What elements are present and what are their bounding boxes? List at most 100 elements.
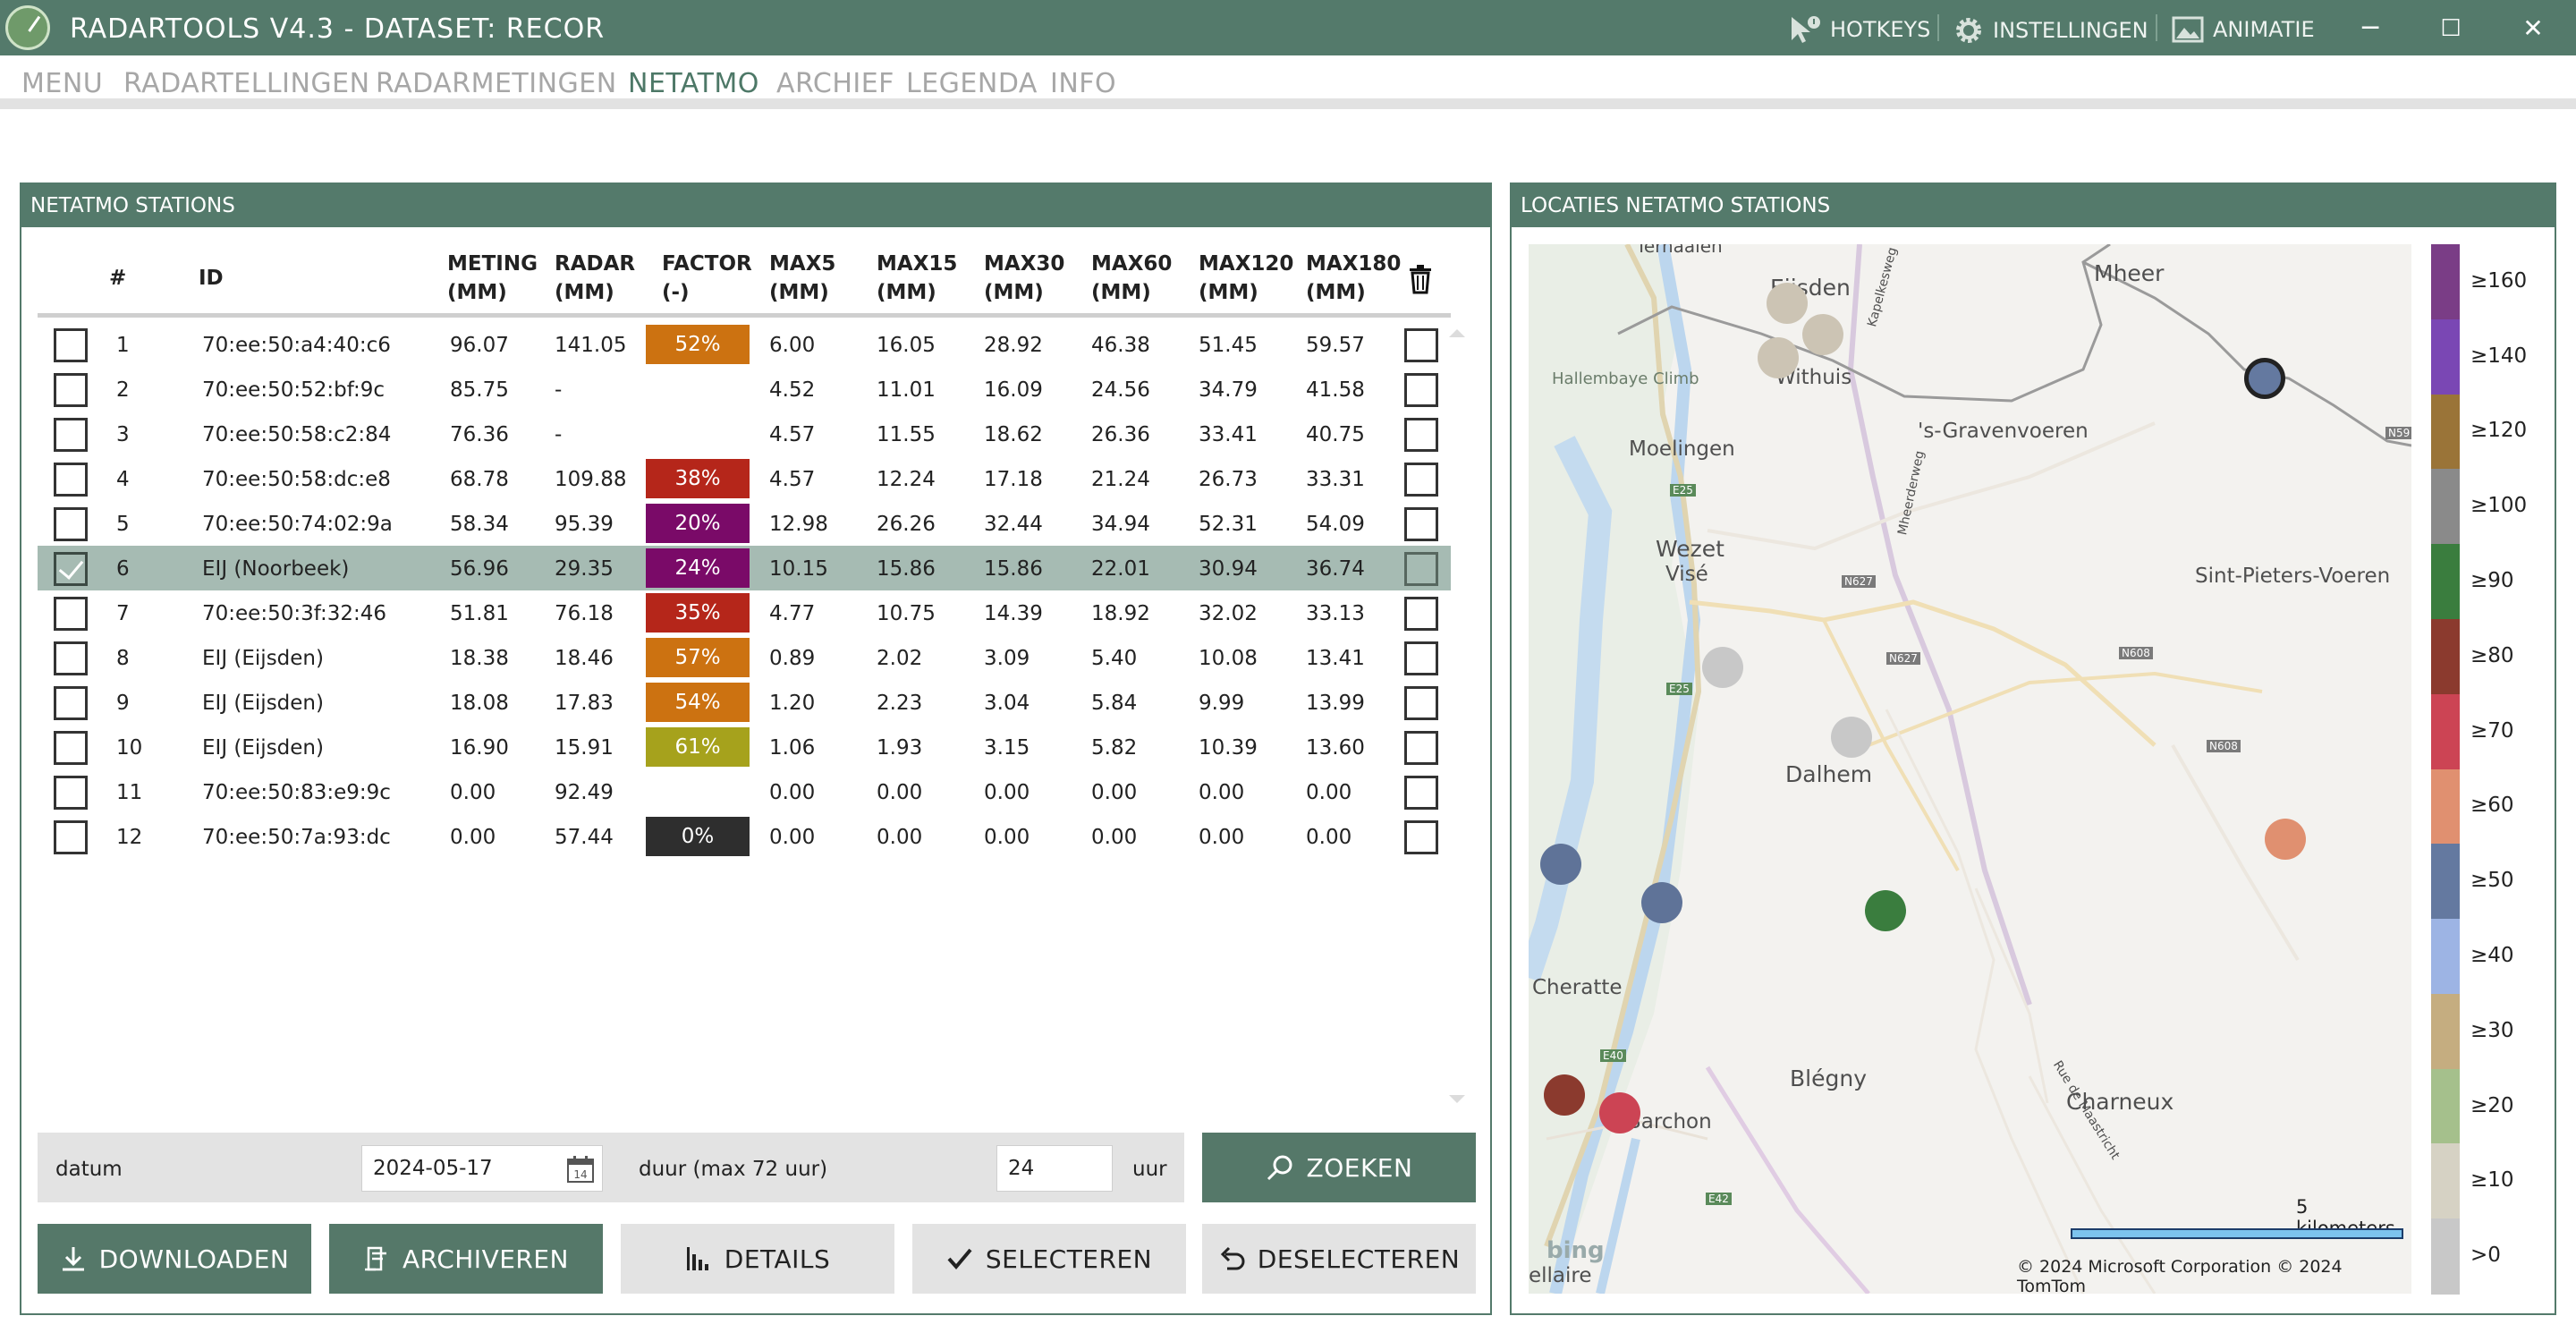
row-select-checkbox[interactable] bbox=[54, 597, 88, 631]
row-select-checkbox[interactable] bbox=[54, 731, 88, 765]
animation-button[interactable]: ANIMATIE bbox=[2172, 15, 2315, 44]
cell-id: 70:ee:50:58:dc:e8 bbox=[202, 468, 391, 491]
cell-id: EIJ (Eijsden) bbox=[202, 647, 324, 670]
row-delete-checkbox[interactable] bbox=[1404, 463, 1438, 497]
menu-item-netatmo[interactable]: NETATMO bbox=[628, 68, 759, 99]
cell-id: 70:ee:50:3f:32:46 bbox=[202, 602, 387, 625]
menu-item-info[interactable]: INFO bbox=[1050, 68, 1117, 99]
cell-n: 5 bbox=[116, 513, 130, 536]
row-delete-checkbox[interactable] bbox=[1404, 373, 1438, 407]
row-delete-checkbox[interactable] bbox=[1404, 552, 1438, 586]
hotkeys-button[interactable]: HOTKEYS bbox=[1789, 15, 1930, 44]
row-delete-checkbox[interactable] bbox=[1404, 328, 1438, 362]
table-row[interactable]: 6 EIJ (Noorbeek) 56.96 29.35 10.15 15.86 15.86… bbox=[38, 546, 1451, 590]
settings-button[interactable]: INSTELLINGEN bbox=[1953, 15, 2148, 46]
scroll-down-arrow-icon[interactable] bbox=[1449, 1095, 1465, 1103]
menu-item-radarmetingen[interactable]: RADARMETINGEN bbox=[376, 68, 617, 99]
cell-meting: 0.00 bbox=[450, 826, 496, 849]
row-delete-checkbox[interactable] bbox=[1404, 686, 1438, 720]
row-select-checkbox[interactable] bbox=[54, 328, 88, 362]
cell-max5: 4.77 bbox=[769, 602, 816, 625]
station-marker-7[interactable] bbox=[2265, 819, 2306, 860]
station-marker-3[interactable] bbox=[1802, 314, 1843, 355]
factor-badge: 57% bbox=[646, 638, 750, 677]
table-row[interactable]: 1 70:ee:50:a4:40:c6 96.07 141.05 6.00 16.05 28… bbox=[38, 322, 1451, 367]
row-select-checkbox[interactable] bbox=[54, 776, 88, 810]
scroll-up-arrow-icon[interactable] bbox=[1449, 329, 1465, 337]
table-row[interactable]: 2 70:ee:50:52:bf:9c 85.75 - 4.52 11.01 16.09 24… bbox=[38, 367, 1451, 412]
table-row[interactable]: 8 EIJ (Eijsden) 18.38 18.46 0.89 2.02 3.09 5.40… bbox=[38, 635, 1451, 680]
date-field[interactable]: 2024-05-17 14 bbox=[361, 1145, 603, 1192]
legend-label: ≥20 bbox=[2470, 1093, 2514, 1117]
col-max120-label: MAX120 bbox=[1199, 252, 1294, 276]
row-select-checkbox[interactable] bbox=[54, 373, 88, 407]
cell-n: 6 bbox=[116, 557, 130, 581]
row-select-checkbox[interactable] bbox=[54, 418, 88, 452]
station-marker-10[interactable] bbox=[1865, 890, 1906, 931]
station-marker-2[interactable] bbox=[1767, 283, 1808, 324]
cell-max5: 1.06 bbox=[769, 736, 816, 760]
map-base bbox=[1529, 244, 2411, 1294]
duration-input[interactable]: 24 bbox=[996, 1145, 1113, 1192]
cell-max15: 11.55 bbox=[877, 423, 936, 446]
cell-max120: 32.02 bbox=[1199, 602, 1258, 625]
row-select-checkbox[interactable] bbox=[54, 686, 88, 720]
cell-n: 10 bbox=[116, 736, 143, 760]
details-button[interactable]: DETAILS bbox=[621, 1224, 894, 1294]
map-label-hallembaye: Hallembaye Climb bbox=[1552, 369, 1699, 388]
table-row[interactable]: 5 70:ee:50:74:02:9a 58.34 95.39 12.98 26.26 32… bbox=[38, 501, 1451, 546]
deselect-button[interactable]: DESELECTEREN bbox=[1202, 1224, 1476, 1294]
table-row[interactable]: 7 70:ee:50:3f:32:46 51.81 76.18 4.77 10.75 14.… bbox=[38, 590, 1451, 635]
station-marker-6[interactable] bbox=[1831, 717, 1872, 758]
row-delete-checkbox[interactable] bbox=[1404, 507, 1438, 541]
row-delete-checkbox[interactable] bbox=[1404, 418, 1438, 452]
row-delete-checkbox[interactable] bbox=[1404, 731, 1438, 765]
trash-icon[interactable] bbox=[1408, 264, 1433, 294]
table-row[interactable]: 10 EIJ (Eijsden) 16.90 15.91 1.06 1.93 3.15 5.8… bbox=[38, 725, 1451, 769]
road-label-n627: N627 bbox=[1842, 575, 1876, 588]
menu-item-radartellingen[interactable]: RADARTELLINGEN bbox=[123, 68, 370, 99]
download-button[interactable]: DOWNLOADEN bbox=[38, 1224, 311, 1294]
search-button[interactable]: ZOEKEN bbox=[1202, 1133, 1476, 1202]
station-marker-8[interactable] bbox=[1540, 844, 1581, 885]
scale-bar bbox=[2071, 1228, 2403, 1239]
close-button[interactable]: ✕ bbox=[2522, 13, 2544, 43]
maximize-button[interactable]: ☐ bbox=[2440, 15, 2462, 42]
row-select-checkbox[interactable] bbox=[54, 463, 88, 497]
row-select-checkbox[interactable] bbox=[54, 820, 88, 854]
menu-item-menu[interactable]: MENU bbox=[21, 68, 104, 99]
table-row[interactable]: 3 70:ee:50:58:c2:84 76.36 - 4.57 11.55 18.62 26… bbox=[38, 412, 1451, 456]
row-select-checkbox[interactable] bbox=[54, 552, 88, 586]
menu-item-legenda[interactable]: LEGENDA bbox=[906, 68, 1038, 99]
calendar-icon[interactable]: 14 bbox=[566, 1155, 595, 1184]
table-row[interactable]: 11 70:ee:50:83:e9:9c 0.00 92.49 0.00 0.00 0.00… bbox=[38, 769, 1451, 814]
menu-item-archief[interactable]: ARCHIEF bbox=[776, 68, 894, 99]
factor-badge: 35% bbox=[646, 593, 750, 633]
row-delete-checkbox[interactable] bbox=[1404, 641, 1438, 675]
station-map[interactable]: Mheer Eijsden Withuis Hallembaye Climb M… bbox=[1529, 244, 2411, 1294]
cell-max180: 36.74 bbox=[1306, 557, 1365, 581]
row-delete-checkbox[interactable] bbox=[1404, 776, 1438, 810]
map-label-moelingen: Moelingen bbox=[1629, 437, 1735, 461]
cell-max60: 24.56 bbox=[1091, 378, 1150, 402]
table-row[interactable]: 12 70:ee:50:7a:93:dc 0.00 57.44 0.00 0.00 0.00… bbox=[38, 814, 1451, 859]
station-marker-4[interactable] bbox=[1758, 337, 1799, 378]
station-marker-5[interactable] bbox=[1702, 647, 1743, 688]
row-delete-checkbox[interactable] bbox=[1404, 820, 1438, 854]
table-row[interactable]: 9 EIJ (Eijsden) 18.08 17.83 1.20 2.23 3.04 5.84… bbox=[38, 680, 1451, 725]
minimize-button[interactable]: ─ bbox=[2361, 13, 2379, 44]
row-delete-checkbox[interactable] bbox=[1404, 597, 1438, 631]
station-marker-9[interactable] bbox=[1641, 882, 1682, 923]
row-select-checkbox[interactable] bbox=[54, 641, 88, 675]
animation-label: ANIMATIE bbox=[2213, 17, 2315, 42]
legend-swatch bbox=[2431, 1143, 2460, 1220]
row-select-checkbox[interactable] bbox=[54, 507, 88, 541]
station-marker-11[interactable] bbox=[1544, 1074, 1585, 1116]
table-row[interactable]: 4 70:ee:50:58:dc:e8 68.78 109.88 4.57 12.24 17… bbox=[38, 456, 1451, 501]
cell-max5: 0.00 bbox=[769, 781, 816, 804]
select-button[interactable]: SELECTEREN bbox=[912, 1224, 1186, 1294]
station-marker-1[interactable] bbox=[2244, 358, 2285, 399]
road-label-e42: E42 bbox=[1706, 1193, 1732, 1205]
archive-button[interactable]: ARCHIVEREN bbox=[329, 1224, 603, 1294]
station-marker-12[interactable] bbox=[1599, 1092, 1640, 1133]
